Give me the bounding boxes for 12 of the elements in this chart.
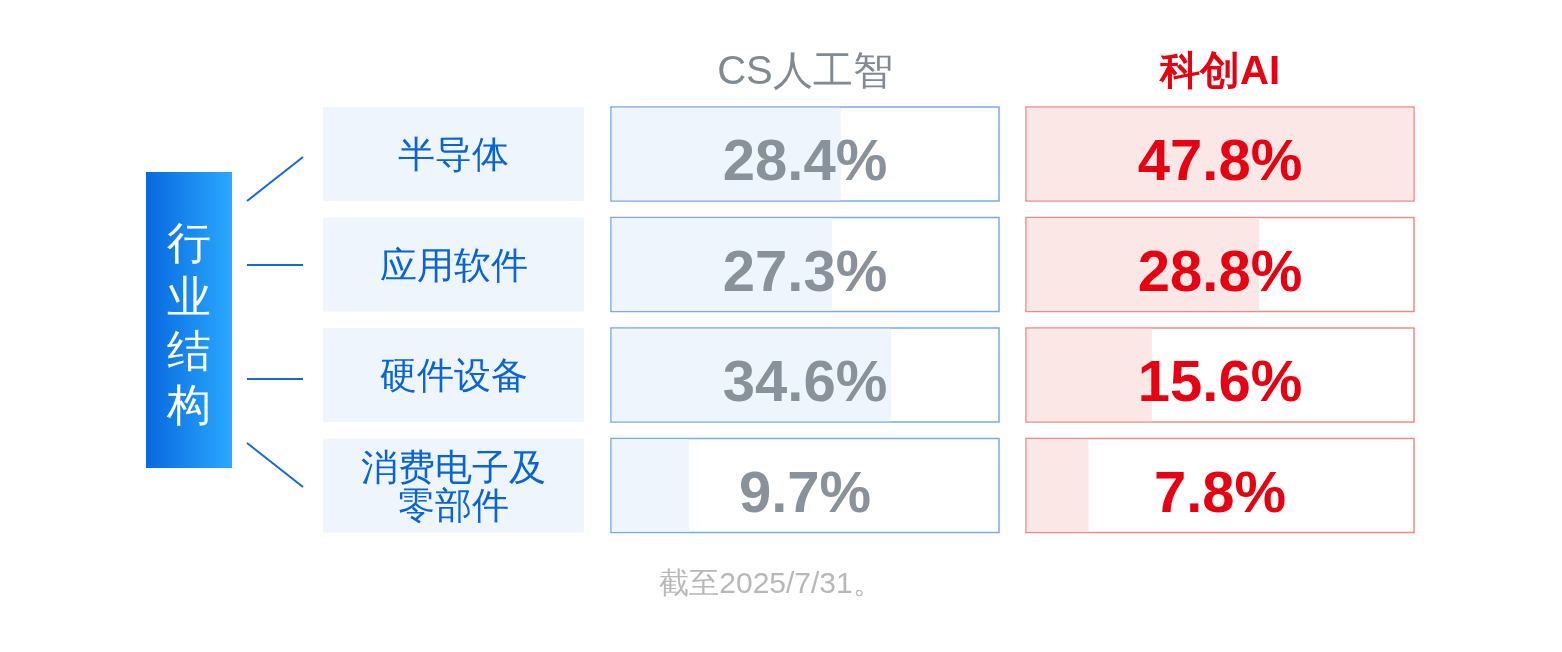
bar: [611, 439, 689, 532]
y-tick-label: 应用软件: [379, 243, 528, 287]
data-label: 27.3%: [722, 237, 888, 303]
data-label: 34.6%: [722, 348, 888, 413]
data-label: 28.4%: [722, 127, 888, 192]
y-tick-label: 消费电子及零部件: [361, 445, 546, 527]
y-tick-label: 硬件设备: [379, 354, 528, 397]
chart-title: CS人工智: [717, 48, 893, 92]
y-axis-title: 行业结构: [166, 217, 211, 430]
y-tick-label: 半导体: [398, 133, 509, 176]
text: 截至2025/7/31。: [659, 566, 883, 599]
data-label: 9.7%: [738, 458, 872, 524]
